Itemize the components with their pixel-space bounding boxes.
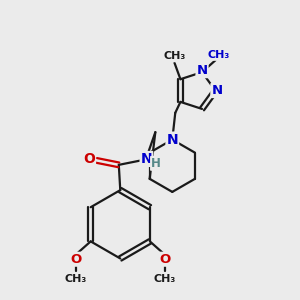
Text: CH₃: CH₃ bbox=[208, 50, 230, 60]
Text: CH₃: CH₃ bbox=[154, 274, 176, 284]
Text: CH₃: CH₃ bbox=[164, 51, 186, 61]
Text: O: O bbox=[83, 152, 95, 166]
Text: N: N bbox=[167, 133, 178, 147]
Text: CH₃: CH₃ bbox=[65, 274, 87, 284]
Text: N: N bbox=[211, 84, 222, 97]
Text: O: O bbox=[159, 253, 170, 266]
Text: H: H bbox=[151, 157, 161, 170]
Text: N: N bbox=[196, 64, 208, 77]
Text: N: N bbox=[141, 152, 152, 166]
Text: O: O bbox=[70, 253, 81, 266]
